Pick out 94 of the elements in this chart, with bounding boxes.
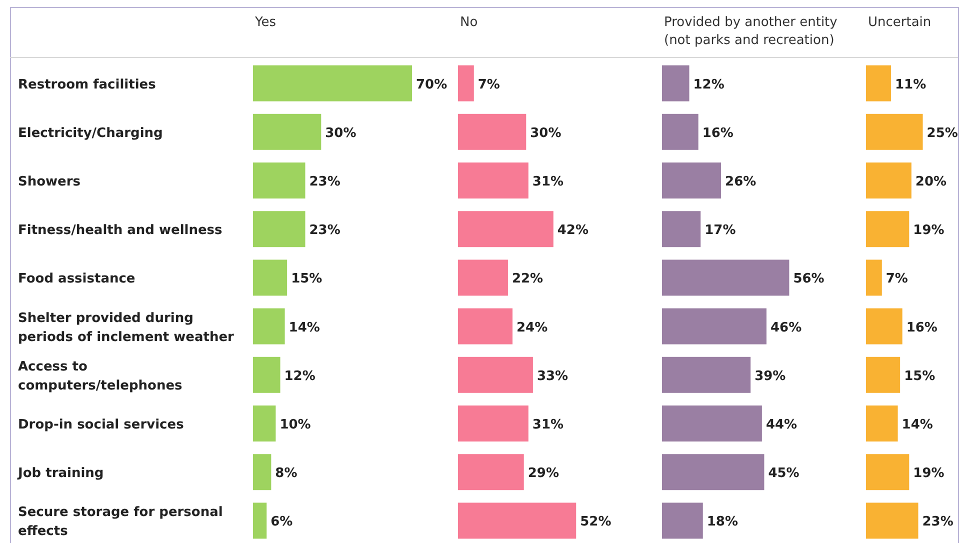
bar (866, 211, 910, 248)
bar (253, 454, 272, 490)
data-label: 31% (532, 174, 564, 190)
y-tick-label: Shelter provided during periods of inclement weather (18, 310, 235, 345)
data-label: 45% (768, 466, 800, 482)
data-label: 26% (725, 174, 756, 190)
bar (662, 356, 751, 393)
data-label: 12% (693, 77, 724, 92)
data-label: 70% (416, 77, 448, 92)
data-label: 23% (309, 223, 340, 238)
data-label: 33% (536, 368, 568, 384)
data-label: 6% (270, 514, 293, 530)
data-label: 23% (922, 514, 954, 530)
bar (662, 114, 698, 150)
data-label: 52% (580, 514, 612, 530)
bar (866, 114, 923, 150)
bar (253, 502, 267, 539)
chart-title: No (460, 15, 478, 30)
y-tick-label: Access to computers/telephones (18, 359, 183, 394)
data-label: 16% (906, 320, 938, 336)
data-label: 44% (766, 418, 798, 432)
data-label: 39% (754, 368, 786, 384)
bar (866, 406, 898, 442)
y-tick-label: Drop-in social services (18, 418, 184, 432)
bar (662, 211, 701, 248)
data-label: 30% (530, 126, 562, 141)
bar (866, 502, 918, 539)
bar (458, 211, 554, 248)
data-label: 23% (309, 174, 340, 190)
data-label: 8% (275, 466, 298, 482)
bar (662, 162, 722, 198)
bar (662, 454, 764, 490)
bar (253, 65, 412, 102)
data-label: 25% (926, 126, 958, 141)
data-label: 17% (704, 223, 736, 238)
data-label: 19% (913, 466, 944, 482)
y-tick-label: Restroom facilities (18, 77, 156, 92)
data-label: 14% (288, 320, 320, 336)
bar (458, 356, 533, 393)
bar (866, 65, 891, 102)
bar (253, 406, 276, 442)
bar (662, 502, 703, 539)
data-label: 22% (512, 272, 544, 287)
bar (253, 162, 306, 198)
bar (866, 162, 912, 198)
chart-title: Yes (254, 15, 276, 30)
data-label: 19% (913, 223, 944, 238)
data-label: 56% (793, 272, 824, 287)
bar (458, 308, 513, 344)
data-label: 10% (280, 418, 311, 432)
data-label: 18% (706, 514, 738, 530)
y-tick-label: Secure storage for personal effects (18, 505, 223, 540)
data-label: 46% (770, 320, 802, 336)
bar (866, 356, 900, 393)
bar (458, 260, 508, 296)
bar (458, 454, 524, 490)
chart-title: Provided by another entity (not parks and recreation) (664, 15, 838, 48)
chart-title: Uncertain (868, 15, 932, 30)
data-label: 42% (557, 223, 589, 238)
data-label: 30% (325, 126, 356, 141)
bar (866, 308, 902, 344)
bar (662, 406, 762, 442)
data-label: 16% (702, 126, 734, 141)
bar (253, 260, 288, 296)
bar (458, 162, 528, 198)
bar (458, 65, 474, 102)
bar (458, 114, 526, 150)
data-label: 15% (904, 368, 936, 384)
data-label: 14% (902, 418, 933, 432)
data-label: 29% (528, 466, 559, 482)
data-label: 24% (516, 320, 548, 336)
bar (662, 65, 690, 102)
bar (253, 211, 306, 248)
data-label: 31% (532, 418, 564, 432)
bar (662, 260, 790, 296)
y-tick-label: Fitness/health and wellness (18, 223, 223, 238)
bar (662, 308, 766, 344)
data-label: 20% (915, 174, 947, 190)
bar (866, 454, 910, 490)
bar (253, 356, 280, 393)
data-label: 7% (478, 77, 500, 92)
y-tick-label: Food assistance (18, 272, 136, 287)
data-label: 15% (291, 272, 322, 287)
y-tick-label: Electricity/Charging (18, 126, 163, 141)
data-label: 12% (284, 368, 316, 384)
bar (253, 114, 322, 150)
data-label: 7% (886, 272, 908, 287)
data-label: 11% (894, 77, 926, 92)
bar (458, 406, 528, 442)
bar (458, 502, 576, 539)
y-tick-label: Job training (17, 466, 104, 482)
bar (253, 308, 285, 344)
bar (866, 260, 882, 296)
y-tick-label: Showers (18, 174, 81, 190)
